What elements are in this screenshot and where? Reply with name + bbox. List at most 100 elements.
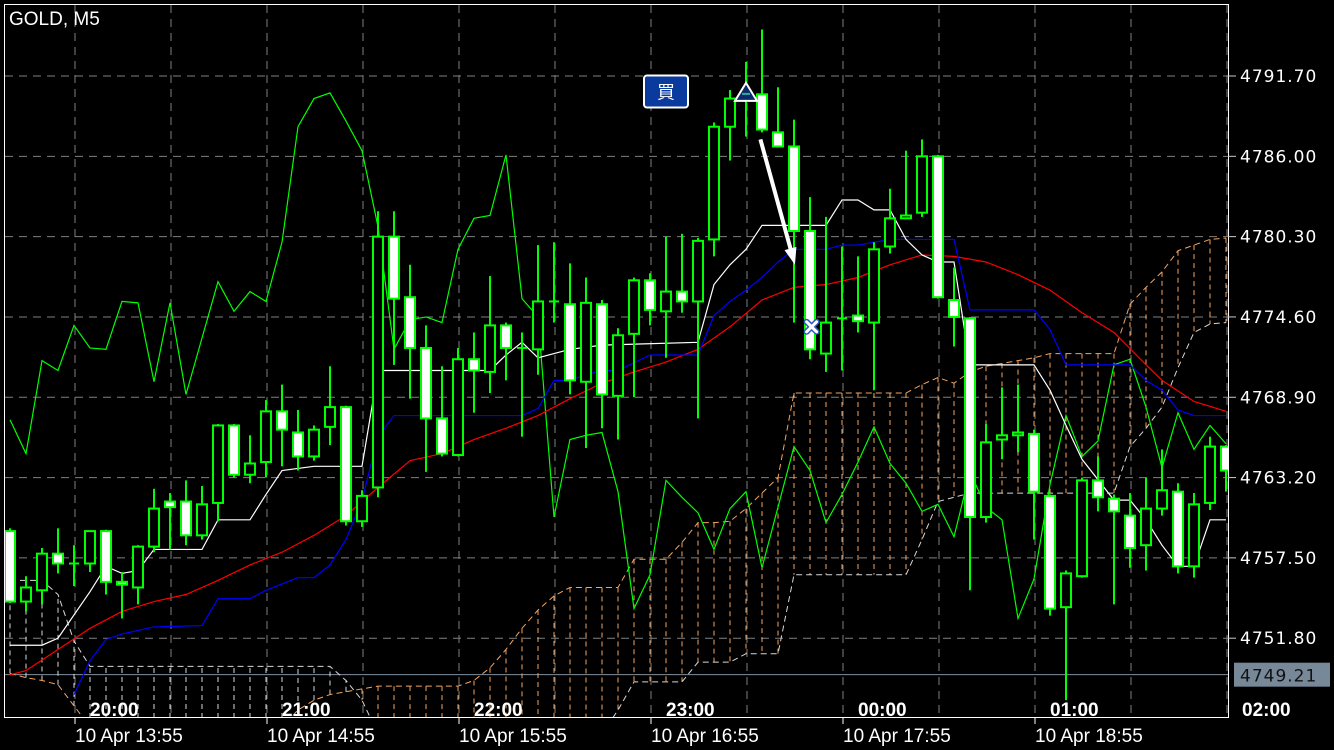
candle <box>1140 477 1152 571</box>
candle-body <box>676 290 688 303</box>
candle <box>948 267 960 347</box>
chart-frame <box>4 4 1229 718</box>
candle <box>884 188 896 254</box>
candle-body <box>772 131 784 148</box>
candle <box>580 277 592 448</box>
hour-label: 01:00 <box>1050 700 1099 721</box>
candle <box>20 576 32 612</box>
candle <box>564 263 576 395</box>
plot-area: 買 <box>5 29 1228 717</box>
hour-label: 00:00 <box>858 700 907 721</box>
candle <box>212 424 224 522</box>
candle <box>932 154 944 299</box>
candle-body <box>212 424 224 504</box>
candle-body <box>52 552 64 565</box>
candle <box>692 238 704 419</box>
candle-body <box>852 314 864 323</box>
candle-body <box>996 434 1008 441</box>
candle <box>404 264 416 399</box>
candle <box>5 528 16 603</box>
candle <box>1156 449 1168 516</box>
price-tick-label: 4763.20 <box>1240 469 1317 489</box>
candle <box>1044 494 1056 616</box>
candle-body <box>276 410 288 431</box>
candle-body <box>1108 497 1120 513</box>
candle <box>868 242 880 391</box>
hour-label: 21:00 <box>282 700 331 721</box>
candle <box>772 87 784 148</box>
candle-body <box>292 431 304 458</box>
price-tick-label: 4751.80 <box>1240 629 1317 649</box>
hour-label: 22:00 <box>474 700 523 721</box>
candle-body <box>116 580 128 586</box>
candle-body <box>708 125 720 241</box>
candle <box>788 119 800 323</box>
candle <box>644 273 656 326</box>
triangle-up-icon[interactable] <box>733 80 759 102</box>
candle <box>1028 429 1040 540</box>
blue-line <box>73 238 1226 695</box>
white-line <box>10 199 1226 646</box>
x-icon[interactable] <box>803 318 820 335</box>
candle <box>276 384 288 467</box>
candle-body <box>612 334 624 397</box>
candle <box>1092 456 1104 512</box>
candle-body <box>308 428 320 458</box>
candle-body <box>1092 479 1104 499</box>
candle <box>596 300 608 429</box>
candle <box>612 328 624 440</box>
candle <box>372 211 384 498</box>
candle-body <box>820 321 832 355</box>
candle-body <box>5 530 16 603</box>
candle-body <box>532 300 544 351</box>
candle-body <box>884 217 896 248</box>
arrow-icon[interactable] <box>758 138 797 265</box>
candle <box>804 197 816 360</box>
candle-body <box>660 290 672 313</box>
candle-body <box>372 235 384 489</box>
trade-markers: 買 <box>643 74 820 335</box>
candle <box>852 256 864 333</box>
ichimoku-cloud <box>9 237 1227 717</box>
price-tick-label: 4791.70 <box>1240 67 1317 87</box>
candle <box>69 545 79 587</box>
candle <box>1220 445 1228 492</box>
candle-body <box>724 97 736 128</box>
candle <box>676 233 688 313</box>
candle <box>484 276 496 394</box>
time-label: 10 Apr 17:55 <box>843 726 951 747</box>
candle <box>1124 493 1136 568</box>
candle-body <box>916 155 928 214</box>
candle <box>1076 477 1088 578</box>
candle <box>837 246 847 371</box>
candle-body <box>804 229 816 351</box>
buy-badge[interactable]: 買 <box>643 74 689 109</box>
candle <box>132 545 144 605</box>
candle <box>756 29 768 133</box>
candle-body <box>756 93 768 131</box>
candle <box>724 90 736 161</box>
candle <box>628 277 640 398</box>
candle-body <box>404 296 416 349</box>
candle <box>468 332 480 413</box>
candle-body <box>1188 503 1200 568</box>
candle <box>1204 436 1216 510</box>
candle <box>36 548 48 605</box>
candle <box>388 211 400 365</box>
candle-body <box>100 530 112 583</box>
price-tick-label: 4774.60 <box>1240 308 1317 328</box>
candle <box>260 400 272 478</box>
current-price-label: 4749.21 <box>1240 667 1317 687</box>
indicator-lines <box>9 92 1227 695</box>
candle <box>708 122 720 257</box>
candle-body <box>260 410 272 464</box>
candle-body <box>1172 490 1184 568</box>
red-line <box>9 254 1227 676</box>
candle-body <box>1204 445 1216 504</box>
green-line <box>9 92 1227 621</box>
candle <box>1060 570 1072 701</box>
candle-body <box>132 545 144 589</box>
candle-body <box>148 507 160 548</box>
candle-body <box>932 155 944 299</box>
